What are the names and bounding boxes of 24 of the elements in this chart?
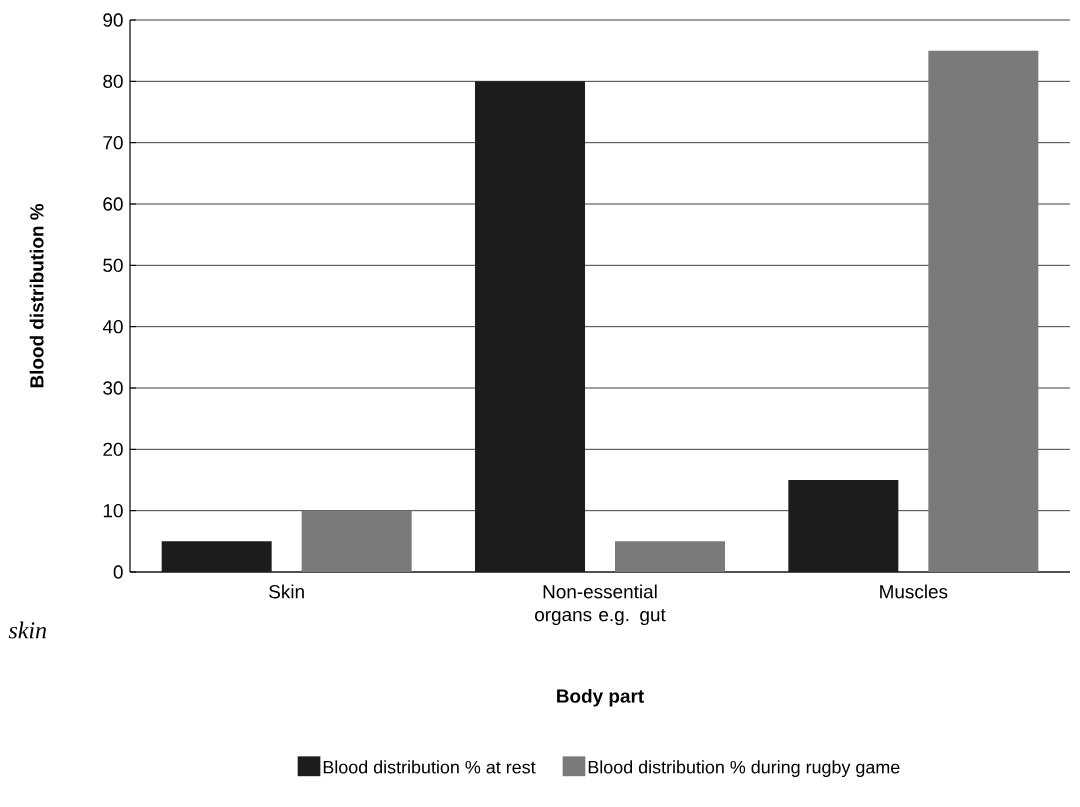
bar (161, 541, 272, 572)
bar (301, 510, 412, 572)
bar (475, 81, 585, 572)
text: skin (8, 621, 47, 639)
y-tick-label: 30 (103, 381, 123, 395)
y-tick-label: 0 (113, 565, 123, 579)
y-tick-label: 70 (103, 135, 123, 150)
y-tick-label: 80 (103, 74, 123, 89)
x-tick-label: Skin (269, 584, 304, 599)
y-tick-label: 40 (102, 319, 123, 334)
legend-label: Blood distribution % at rest (323, 760, 536, 774)
y-tick-label: 20 (103, 442, 123, 457)
x-tick-label: Muscles (880, 584, 948, 599)
bar (615, 541, 726, 572)
bar (788, 480, 899, 572)
y-tick-label: 50 (103, 258, 123, 273)
bar (928, 50, 1039, 572)
y-tick-label: 10 (103, 503, 123, 518)
y-tick-label: 60 (103, 197, 123, 211)
x-tick-label: Non-essential organs e.g. gut (535, 584, 666, 626)
y-tick-label: 90 (103, 13, 123, 27)
legend-label: Blood distribution % during rugby game (588, 760, 900, 778)
x-axis-title: Body part (557, 688, 644, 707)
y-axis-title: Blood distribution % (29, 203, 44, 388)
